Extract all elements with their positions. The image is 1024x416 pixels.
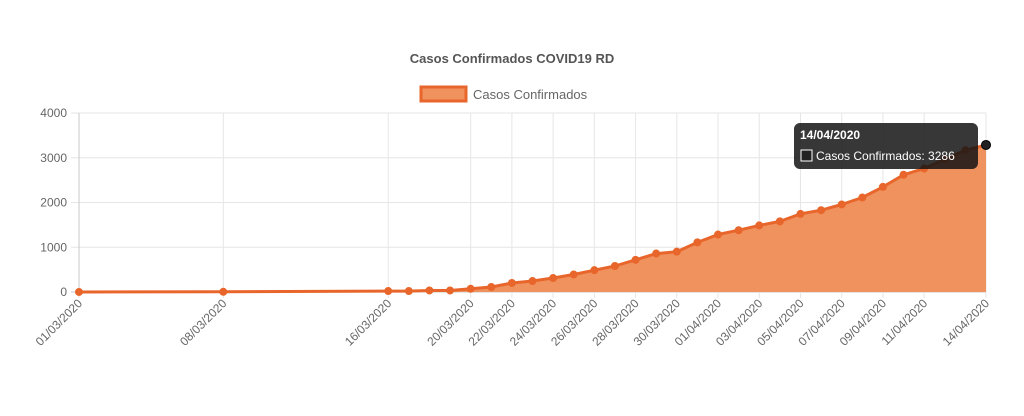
data-point xyxy=(384,287,393,296)
data-point xyxy=(755,221,764,230)
chart-title: Casos Confirmados COVID19 RD xyxy=(410,51,614,66)
data-point xyxy=(837,200,846,209)
tooltip-title: 14/04/2020 xyxy=(800,128,860,142)
data-point xyxy=(75,287,83,296)
x-tick-label: 14/04/2020 xyxy=(940,296,993,349)
data-point xyxy=(404,287,413,296)
legend-label: Casos Confirmados xyxy=(473,87,588,102)
data-point xyxy=(446,286,455,295)
legend-swatch xyxy=(419,85,468,103)
data-point xyxy=(590,266,599,275)
data-point xyxy=(610,262,619,271)
y-tick-label: 2000 xyxy=(40,196,67,210)
data-point xyxy=(714,230,723,239)
tooltip-swatch xyxy=(800,149,813,162)
data-point xyxy=(466,284,475,293)
data-point xyxy=(775,217,784,226)
data-point xyxy=(899,170,908,179)
data-point xyxy=(693,238,702,247)
data-point xyxy=(549,274,558,283)
data-point xyxy=(528,277,537,286)
x-tick-label: 08/03/2020 xyxy=(177,296,230,349)
data-point xyxy=(858,193,867,202)
data-point xyxy=(734,226,743,235)
data-point xyxy=(487,282,496,291)
data-point xyxy=(425,286,434,295)
series-area xyxy=(79,145,986,292)
data-point xyxy=(878,182,887,191)
data-point xyxy=(652,249,661,258)
y-tick-label: 0 xyxy=(60,285,67,299)
data-point xyxy=(507,278,516,287)
legend[interactable]: Casos Confirmados xyxy=(419,85,588,103)
data-point xyxy=(817,206,826,215)
x-axis-ticks: 01/03/2020 08/03/2020 16/03/2020 20/03/2020… xyxy=(33,296,993,349)
y-axis-ticks: 0 1000 2000 3000 4000 xyxy=(40,106,67,299)
data-point xyxy=(672,247,681,256)
tooltip-box xyxy=(794,123,978,169)
data-point xyxy=(631,255,640,264)
tooltip-label: Casos Confirmados: 3286 xyxy=(816,149,955,163)
x-tick-label: 16/03/2020 xyxy=(342,296,395,349)
x-tick-label: 01/03/2020 xyxy=(33,296,86,349)
y-tick-label: 1000 xyxy=(40,240,67,254)
data-point xyxy=(981,139,991,150)
y-tick-label: 4000 xyxy=(40,106,67,120)
y-tick-label: 3000 xyxy=(40,151,67,165)
tooltip: 14/04/2020 Casos Confirmados: 3286 xyxy=(794,123,978,169)
data-point xyxy=(569,270,578,279)
data-point xyxy=(219,287,228,296)
data-point xyxy=(796,209,805,218)
